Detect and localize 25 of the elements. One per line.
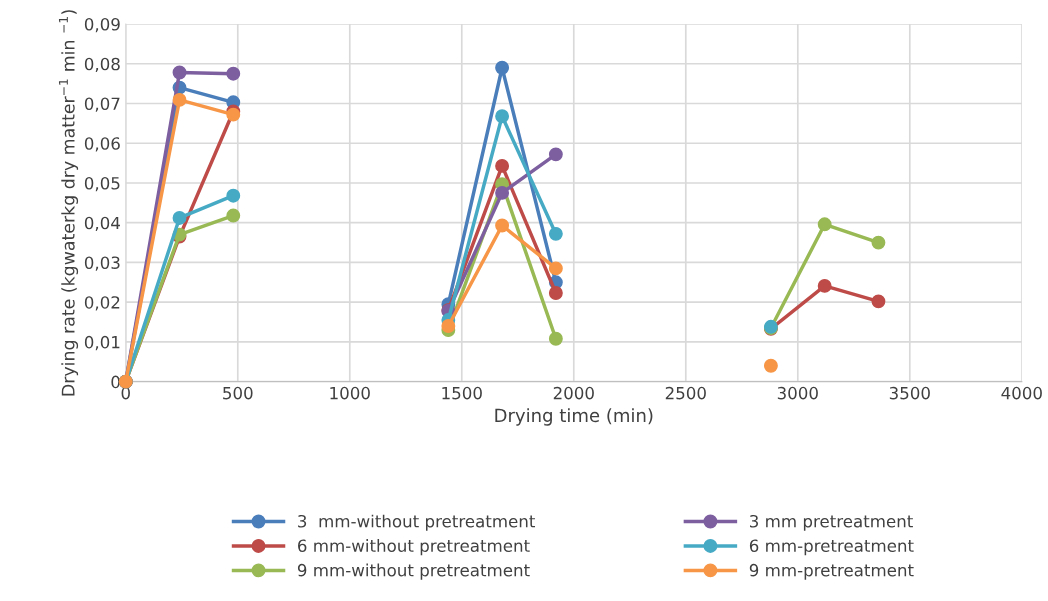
y-tick-label: 0,05: [84, 176, 120, 192]
x-tick-label: 1000: [330, 386, 370, 400]
x-tick-label: 2000: [553, 386, 594, 400]
y-tick-label: 0,07: [84, 97, 120, 112]
y-tick-label: 0,04: [84, 216, 120, 231]
x-tick-label: 2500: [665, 386, 706, 400]
y-tick-label: 0,09: [84, 18, 120, 33]
legend-label: 3 mm pretreatment: [750, 514, 913, 531]
x-axis-title: Drying time (min): [495, 408, 653, 426]
legend-label: 6 mm-pretreatment: [749, 539, 914, 556]
y-tick-label: 0,02: [84, 296, 120, 311]
y-tick-label: 0,08: [84, 57, 120, 73]
x-tick-label: 500: [223, 386, 253, 400]
y-tick-label: 0,01: [84, 335, 120, 351]
legend-label: 6 mm-without pretreatment: [298, 539, 530, 556]
y-tick-label: 0,06: [84, 137, 120, 152]
legend-label: 9 mm-without pretreatment: [297, 563, 530, 580]
legend-label: 3 mm-without pretreatment: [298, 514, 536, 531]
x-tick-label: 1500: [442, 386, 482, 400]
legend-label: 9 mm-pretreatment: [749, 563, 914, 580]
x-tick-label: 4000: [1001, 386, 1042, 400]
y-tick-label: 0,03: [84, 256, 120, 271]
x-tick-label: 3500: [889, 386, 930, 400]
y-axis-title: Drying rate (kgwaterkg dry matter$^{−1}$ min $^{−1}$): [58, 10, 79, 396]
x-tick-label: 3000: [777, 386, 818, 400]
